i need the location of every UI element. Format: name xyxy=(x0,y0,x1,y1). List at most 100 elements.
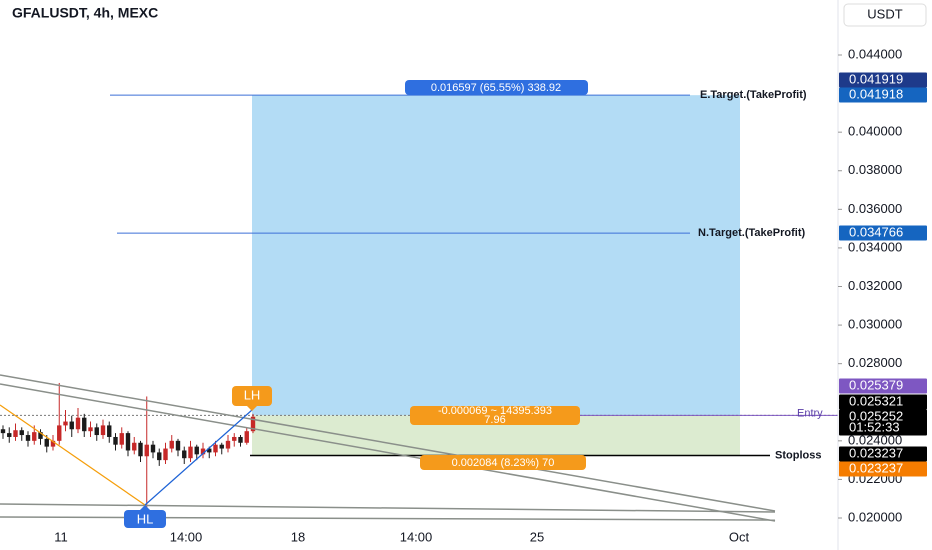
price-tick-label: 0.036000 xyxy=(848,201,902,216)
lh-label: LH xyxy=(244,387,261,402)
position-label: 7.96 xyxy=(484,414,505,426)
price-tick-label: 0.040000 xyxy=(848,124,902,139)
price-tick-label: 0.020000 xyxy=(848,509,902,524)
price-tick-label: 0.044000 xyxy=(848,46,902,61)
profit-zone xyxy=(252,95,740,416)
risk-label-box xyxy=(420,455,586,470)
candle-body xyxy=(207,448,212,453)
price-tick-label: 0.032000 xyxy=(848,278,902,293)
candle-body xyxy=(13,430,18,437)
risk-label: 0.002084 (8.23%) 70 xyxy=(452,457,555,469)
hl-label: HL xyxy=(137,511,154,526)
candle-body xyxy=(244,431,249,443)
level-label: Entry xyxy=(797,407,823,419)
candle-body xyxy=(150,444,156,453)
level-label: Stoploss xyxy=(775,449,821,461)
candle-body xyxy=(0,429,6,434)
candle-body xyxy=(69,421,74,430)
price-tag-label: 0.023237 xyxy=(849,445,903,460)
candle-body xyxy=(107,425,112,437)
hl-pointer xyxy=(140,505,150,510)
time-label: 11 xyxy=(54,529,68,544)
price-tag xyxy=(839,72,927,88)
candle-body xyxy=(194,446,199,455)
price-tag-label: 0.034766 xyxy=(849,224,903,239)
candle-body xyxy=(25,435,31,441)
candle-body xyxy=(232,436,237,441)
profit-label: 0.016597 (65.55%) 338.92 xyxy=(431,82,561,94)
candle-body xyxy=(163,448,168,461)
candle-body xyxy=(7,433,12,437)
price-tag xyxy=(839,394,927,410)
candle-body xyxy=(157,452,162,461)
price-tag xyxy=(839,446,927,462)
level-label: E.Target.(TakeProfit) xyxy=(700,89,807,101)
candle-body xyxy=(44,438,49,447)
lh-box xyxy=(232,386,272,406)
price-tag-label: 0.041918 xyxy=(849,86,903,101)
price-tag xyxy=(839,225,927,241)
candle-body xyxy=(119,433,124,445)
profit-label-box xyxy=(405,80,588,95)
trend-line xyxy=(0,503,776,513)
candle-body xyxy=(250,416,256,432)
currency-button[interactable] xyxy=(843,3,927,27)
price-tag-label: 0.025321 xyxy=(849,393,903,408)
price-tag-label: 01:52:33 xyxy=(849,419,900,434)
time-label: 14:00 xyxy=(170,529,203,544)
position-label-box xyxy=(410,406,580,425)
candle-body xyxy=(32,432,37,441)
price-tick-label: 0.034000 xyxy=(848,239,902,254)
candle-body xyxy=(188,446,193,459)
trend-line xyxy=(0,383,776,522)
time-label: 14:00 xyxy=(400,529,433,544)
candle-body xyxy=(225,440,231,449)
price-tick-label: 0.028000 xyxy=(848,355,902,370)
candle-body xyxy=(94,427,99,436)
candle-body xyxy=(50,440,56,447)
lh-pointer xyxy=(247,406,257,411)
candle-body xyxy=(169,440,174,449)
currency-label: USDT xyxy=(867,6,902,21)
candle-body xyxy=(19,430,24,436)
candle-body xyxy=(125,433,131,451)
candle-body xyxy=(38,432,43,439)
candle-body xyxy=(113,436,118,445)
candle-body xyxy=(57,425,62,441)
price-tag xyxy=(839,87,927,103)
price-tag-label: 0.025252 xyxy=(849,408,903,423)
candle-body xyxy=(219,444,224,449)
wave-line xyxy=(144,409,253,506)
candle-body xyxy=(88,427,93,432)
trend-line xyxy=(0,374,776,512)
time-label: Oct xyxy=(729,529,750,544)
hl-box xyxy=(124,510,166,528)
candle-body xyxy=(75,417,81,430)
price-tag-label: 0.041919 xyxy=(849,71,903,86)
candle-body xyxy=(63,421,68,426)
time-label: 18 xyxy=(291,529,305,544)
price-tag-label: 0.025379 xyxy=(849,377,903,392)
candle-body xyxy=(182,450,187,459)
price-tag xyxy=(839,378,927,394)
candle-body xyxy=(200,448,206,455)
level-label: N.Target.(TakeProfit) xyxy=(698,227,805,239)
candle-body xyxy=(213,444,218,453)
price-tag-label: 0.023237 xyxy=(849,460,903,475)
candle-body xyxy=(238,436,243,443)
time-label: 25 xyxy=(530,529,544,544)
candle-body xyxy=(132,442,137,451)
price-tick-label: 0.030000 xyxy=(848,317,902,332)
price-tick-label: 0.024000 xyxy=(848,432,902,447)
price-tag xyxy=(839,420,927,436)
price-tick-label: 0.038000 xyxy=(848,162,902,177)
symbol-title: GFALUSDT, 4h, MEXC xyxy=(12,5,158,21)
price-tag xyxy=(839,461,927,477)
candle-body xyxy=(175,440,181,451)
wave-line xyxy=(0,404,146,506)
candle-body xyxy=(144,444,149,457)
candle-body xyxy=(138,442,143,457)
candle-body xyxy=(100,425,106,436)
position-label: -0.000069 ~ 14395.393 xyxy=(438,405,552,417)
